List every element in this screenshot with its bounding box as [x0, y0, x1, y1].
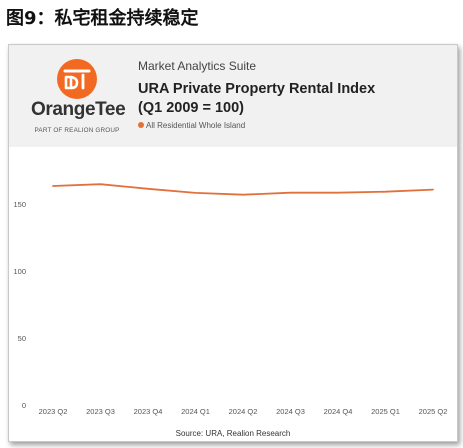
x-tick-label: 2024 Q3 [276, 407, 305, 416]
brand-tagline: PART OF REALION GROUP [34, 127, 120, 134]
chart-header: OrangeTee PART OF REALION GROUP Market A… [9, 45, 457, 147]
x-tick-label: 2024 Q2 [229, 407, 258, 416]
y-tick-label: 50 [18, 334, 26, 343]
y-tick-label: 0 [22, 401, 26, 410]
line-chart: 0 50 100 150 2023 Q2 2023 Q3 2023 Q4 2024 Q1 202… [13, 183, 448, 416]
x-tick-label: 2023 Q4 [134, 407, 163, 416]
chart-card: OrangeTee PART OF REALION GROUP Market A… [8, 44, 458, 442]
x-tick-label: 2023 Q3 [86, 407, 115, 416]
x-tick-label: 2024 Q4 [324, 407, 353, 416]
orange-circle-dt-icon [57, 59, 97, 99]
chart-title-line1: URA Private Property Rental Index [138, 81, 376, 97]
legend: All Residential Whole Island [138, 121, 245, 130]
legend-label: All Residential Whole Island [146, 121, 246, 130]
series-line [52, 183, 434, 196]
x-tick-label: 2025 Q2 [419, 407, 448, 416]
x-tick-label: 2025 Q1 [371, 407, 400, 416]
source-note: Source: URA, Realion Research [175, 429, 291, 438]
y-tick-label: 100 [13, 267, 26, 276]
suite-name: Market Analytics Suite [138, 59, 257, 73]
y-tick-label: 150 [13, 200, 26, 209]
chart-title-line2: (Q1 2009 = 100) [138, 100, 245, 116]
brand-name: OrangeTee [31, 99, 126, 120]
chart-title: URA Private Property Rental Index (Q1 20… [138, 80, 438, 118]
figure-title: 图9：私宅租金持续稳定 [6, 8, 199, 29]
legend-swatch [138, 122, 144, 128]
x-tick-label: 2024 Q1 [181, 407, 210, 416]
x-tick-label: 2023 Q2 [39, 407, 68, 416]
